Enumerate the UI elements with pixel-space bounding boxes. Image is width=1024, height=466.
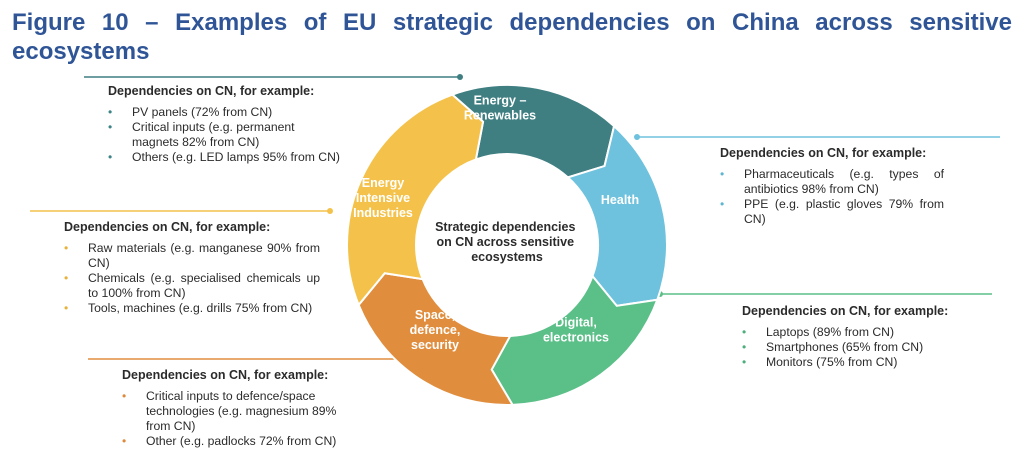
health-dependencies-box: Dependencies on CN, for example: Pharmac… <box>720 146 944 227</box>
space-box-heading: Dependencies on CN, for example: <box>122 368 329 382</box>
energy-item: Others (e.g. LED lamps 95% from CN) <box>108 150 342 165</box>
health-item: Pharmaceuticals (e.g. types of antibioti… <box>720 167 944 197</box>
segment-label-eii: Energy Intensive Industries <box>353 176 413 220</box>
center-label-line-2: on CN across sensitive <box>436 235 574 249</box>
eii-box-heading: Dependencies on CN, for example: <box>64 220 271 234</box>
energy-item: Critical inputs (e.g. permanent magnets … <box>108 120 328 150</box>
eii-item: Tools, machines (e.g. drills 75% from CN… <box>64 301 320 316</box>
segment-label-energy: Energy – Renewables <box>464 94 536 123</box>
space-item: Critical inputs to defence/space technol… <box>122 389 360 434</box>
eii-item: Chemicals (e.g. specialised chemicals up… <box>64 271 320 301</box>
segment-labels: Energy – Renewables Health Digital, electron… <box>353 94 639 353</box>
digital-item: Smartphones (65% from CN) <box>742 340 992 355</box>
energy-box-heading: Dependencies on CN, for example: <box>108 84 315 98</box>
digital-item: Monitors (75% from CN) <box>742 355 992 370</box>
connector-dot-energy <box>457 74 463 80</box>
digital-box-heading: Dependencies on CN, for example: <box>742 304 949 318</box>
energy-item: PV panels (72% from CN) <box>108 105 348 120</box>
health-item: PPE (e.g. plastic gloves 79% from CN) <box>720 197 944 227</box>
center-label-line-3: ecosystems <box>471 250 543 264</box>
health-box-heading: Dependencies on CN, for example: <box>720 146 927 160</box>
digital-dependencies-box: Dependencies on CN, for example: Laptops… <box>742 304 992 370</box>
space-dependencies-box: Dependencies on CN, for example: Critica… <box>122 368 362 449</box>
energy-dependencies-box: Dependencies on CN, for example: PV pane… <box>108 84 348 165</box>
center-label: Strategic dependencies on CN across sens… <box>435 220 579 264</box>
segment-label-digital: Digital, electronics <box>543 316 609 345</box>
digital-item: Laptops (89% from CN) <box>742 325 992 340</box>
connector-dot-health <box>634 134 640 140</box>
center-circle <box>416 154 598 336</box>
space-item: Other (e.g. padlocks 72% from CN) <box>122 434 362 449</box>
wheel-segments <box>346 84 668 406</box>
center-label-line-1: Strategic dependencies <box>435 220 575 234</box>
segment-label-space: Space, defence, security <box>410 308 461 352</box>
figure-title: Figure 10 – Examples of EU strategic dep… <box>12 9 1012 65</box>
eii-item: Raw materials (e.g. manganese 90% from C… <box>64 241 320 271</box>
connector-dot-eii <box>327 208 333 214</box>
eii-dependencies-box: Dependencies on CN, for example: Raw mat… <box>64 220 320 316</box>
segment-label-health: Health <box>601 193 639 207</box>
